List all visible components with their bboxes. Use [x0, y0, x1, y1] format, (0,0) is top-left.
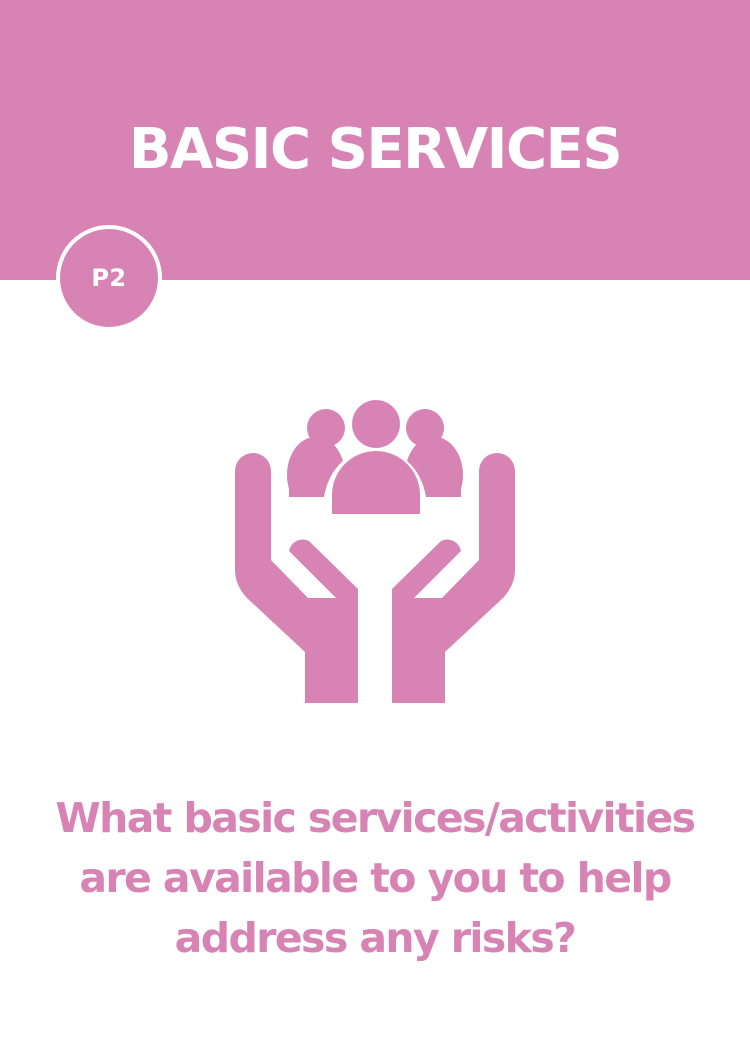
- hands-holding-people-icon: [235, 400, 515, 703]
- card-title: BASIC SERVICES: [128, 117, 623, 182]
- card-question: What basic services/activities are avail…: [55, 794, 697, 962]
- card-code-badge: P2: [56, 225, 162, 331]
